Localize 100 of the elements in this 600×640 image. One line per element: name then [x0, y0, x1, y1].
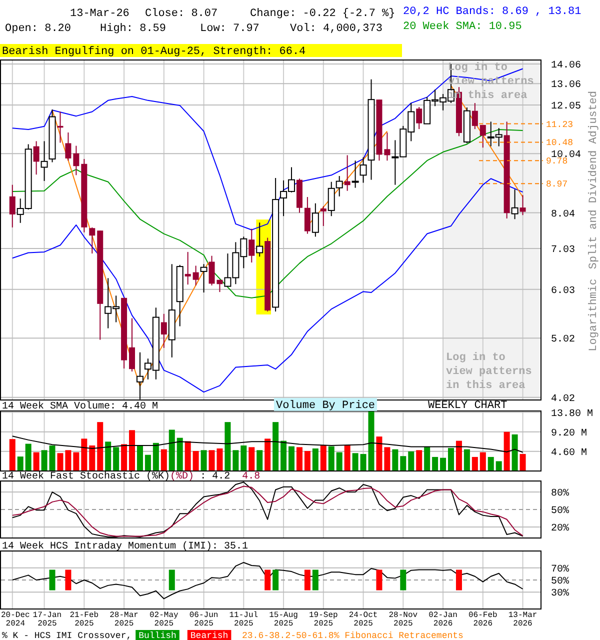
candlestick [472, 102, 478, 130]
bar [448, 448, 454, 471]
annotation: Volume By Price [276, 400, 376, 412]
candlestick [73, 145, 80, 176]
y-tick-label: 13.80 M [551, 408, 594, 420]
x-tick-label: 28-Mar 2025 [110, 611, 139, 628]
candlestick [89, 226, 96, 254]
bar [440, 458, 446, 471]
x-tick-label: 17-Jan 2025 [32, 611, 62, 628]
bar [65, 450, 72, 471]
bar [392, 449, 398, 471]
bar [456, 440, 462, 471]
bar [176, 438, 183, 471]
bar [424, 446, 430, 471]
bar [200, 450, 207, 471]
legend-title: % K - HCS IMI Crossover, [2, 631, 132, 640]
y-tick-label: 13.06 [551, 80, 582, 92]
bar [25, 444, 32, 471]
bar [160, 449, 167, 471]
ref-line-label: 8.97 [546, 180, 568, 190]
text: Change: -0.22 {-2.7 %} [250, 8, 396, 20]
text: Close: 8.07 [145, 8, 218, 20]
text: Vol: 4,000,373 [290, 23, 382, 35]
bar [33, 452, 40, 471]
text: Logarithmic [588, 278, 600, 352]
bar [280, 440, 287, 471]
bar [121, 444, 128, 471]
candlestick [480, 124, 486, 148]
bar [81, 438, 88, 471]
bar [97, 422, 104, 471]
bar [224, 422, 231, 471]
candlestick [416, 106, 422, 130]
text: Bearish [190, 631, 228, 640]
x-tick-label: 13-Mar 2026 [508, 611, 538, 628]
line-series [12, 562, 524, 600]
bar [416, 450, 422, 471]
bar [408, 451, 414, 471]
bar [272, 422, 279, 471]
candlestick [320, 206, 326, 227]
candlestick [352, 160, 359, 188]
y-tick-label: 20% [551, 523, 570, 534]
candlestick [384, 132, 390, 162]
bar [264, 438, 271, 471]
candlestick [344, 154, 350, 192]
bar [352, 453, 358, 471]
bar [360, 454, 366, 471]
y-tick-label: 50% [551, 506, 570, 517]
candlestick [248, 228, 255, 264]
bar [152, 442, 159, 471]
bar [248, 447, 255, 471]
text: 23.6-38.2-50-61.8% Fibonacci Retracements [242, 631, 464, 640]
y-tick-label: 30% [551, 588, 570, 600]
candlestick [192, 265, 199, 286]
bar [400, 456, 406, 471]
candlestick [129, 318, 136, 372]
bar [496, 461, 502, 471]
bar [376, 436, 382, 471]
chart-subtitle: Bearish Engulfing on 01-Aug-25, Strength: 66.4 [2, 46, 306, 58]
text: (%K) [140, 470, 170, 482]
bar [368, 411, 374, 471]
candlestick [33, 140, 40, 176]
x-tick-label: 28-Nov 2025 [388, 611, 418, 628]
chart-title: 14 Week HCS Intraday Momentum (IMI): 35.1 [2, 540, 248, 552]
y-tick-label: 50% [551, 576, 570, 588]
text: Open: 8.20 [5, 23, 72, 35]
y-tick-label: 6.03 [551, 286, 576, 297]
bar [49, 445, 56, 471]
bar [73, 452, 80, 471]
text: Low: 7.97 [200, 23, 260, 35]
y-tick-label: 80% [551, 488, 570, 500]
bar [192, 451, 199, 471]
annotation: 4.8 [230, 472, 260, 482]
bar [168, 430, 175, 471]
bar [57, 453, 64, 471]
y-tick-label: 4.60 M [551, 448, 588, 459]
bar [129, 430, 136, 471]
candlestick [520, 194, 526, 216]
candlestick [160, 313, 167, 348]
y-tick-label: 5.02 [551, 334, 576, 346]
candlestick [304, 196, 310, 234]
bar [232, 450, 239, 471]
x-tick-label: 02-May 2025 [150, 611, 179, 628]
bar [105, 442, 112, 471]
candlestick [65, 132, 72, 162]
y-tick-label: 8.04 [551, 209, 576, 220]
bar [328, 446, 334, 471]
annotation: : 4.2 [194, 472, 230, 482]
bar [288, 446, 295, 471]
annotation: Log in to view patterns in this area [446, 352, 532, 392]
bar [344, 445, 350, 471]
y-tick-label: 4.02 [551, 394, 576, 405]
text: High: 8.59 [100, 23, 166, 35]
x-tick-label: 21-Feb 2025 [70, 611, 99, 628]
candlestick [256, 222, 264, 258]
x-tick-label: 24-Oct 2025 [348, 611, 378, 628]
candlestick [9, 184, 16, 228]
bar [41, 450, 48, 471]
x-tick-label: 11-Jul 2025 [229, 611, 258, 628]
bar [256, 450, 263, 471]
bar [184, 441, 191, 471]
